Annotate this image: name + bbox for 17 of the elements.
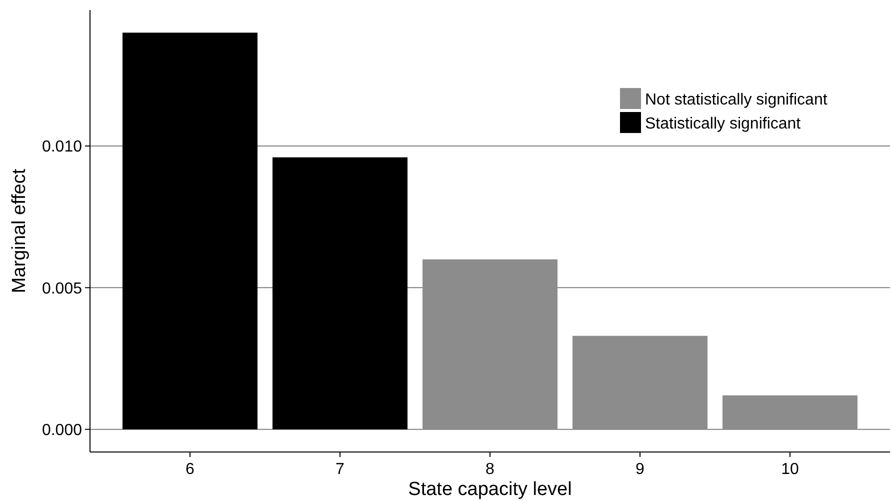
legend-label: Statistically significant — [645, 116, 802, 133]
x-tick-label: 6 — [186, 461, 195, 478]
bar — [722, 395, 858, 430]
y-tick-label: 0.000 — [42, 422, 82, 439]
x-tick-label: 10 — [781, 461, 799, 478]
y-tick-label: 0.005 — [42, 280, 82, 298]
bar — [122, 32, 258, 430]
bar — [572, 336, 708, 430]
legend-label: Not statistically significant — [645, 92, 828, 109]
y-axis-title: Marginal effect — [9, 168, 30, 294]
x-tick-label: 7 — [336, 461, 345, 478]
x-tick-label: 8 — [486, 461, 495, 478]
bar — [422, 259, 558, 430]
y-tick-label: 0.010 — [42, 138, 82, 156]
x-axis-title: State capacity level — [408, 479, 572, 500]
x-tick-label: 9 — [636, 461, 645, 478]
bar — [272, 157, 408, 430]
